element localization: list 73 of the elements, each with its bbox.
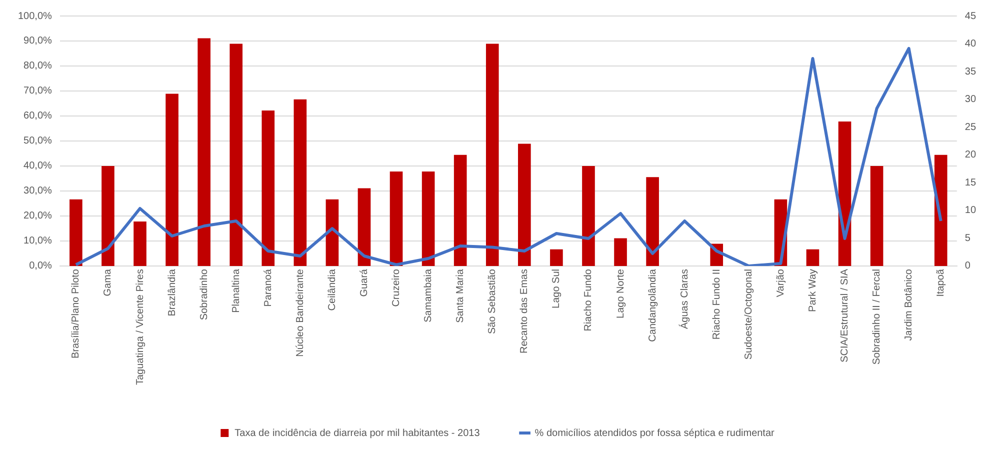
bar [646,177,659,266]
y-tick-label: 70,0% [24,86,52,97]
y-tick-label: 50,0% [24,136,52,147]
x-tick-label: Guará [358,268,370,297]
bar [390,172,403,266]
y-tick-label: 20,0% [24,210,52,222]
x-tick-label: Paranoá [262,268,274,307]
x-tick-label: Santa Maria [455,268,466,323]
legend-label: % domicílios atendidos por fossa séptica e rudimentar [534,428,776,439]
y2-tick-label: 0 [964,260,971,272]
x-tick-label: São Sebastião [487,268,498,334]
legend-label: Taxa de incidência de diarreia por mil habitantes - 2013 [234,428,480,439]
x-tick-label: Varjão [775,268,786,298]
bar [102,166,114,266]
x-tick-label: Jardim Botânico [904,268,915,341]
bar [614,238,627,266]
bar [486,44,499,266]
bar [198,38,210,266]
x-tick-label: Itapoã [936,268,947,297]
y-tick-label: 10,0% [24,236,52,247]
x-tick-label: Sobradinho II / Fercal [872,269,883,365]
x-tick-label: Sobradinho [198,268,210,320]
bar [454,154,467,266]
y-tick-label: 60,0% [24,110,52,122]
y-tick-label: 40,0% [24,160,52,172]
y2-tick-label: 25 [964,122,976,133]
x-tick-label: Brasília/Plano Piloto [70,268,82,358]
bar [326,199,339,266]
x-tick-label: Núcleo Bandeirante [294,268,306,357]
x-tick-label: Águas Claras [678,269,690,330]
y2-tick-label: 5 [964,232,971,244]
y-tick-label: 80,0% [24,60,52,72]
bar [582,166,595,266]
y-tick-label: 30,0% [24,186,52,197]
bar [422,172,435,266]
bar [358,188,371,266]
x-tick-label: SCIA/Estrutural / SIA [840,268,851,362]
y2-tick-label: 45 [964,10,976,22]
x-tick-label: Ceilândia [326,268,338,311]
bar [134,222,146,266]
x-tick-label: Lago Norte [615,268,626,318]
x-tick-label: Park Way [807,269,818,312]
y-tick-label: 0,0% [29,260,52,272]
bar [294,99,307,266]
bar [934,154,948,266]
y2-tick-label: 10 [964,205,976,216]
y2-tick-label: 30 [964,94,976,106]
x-tick-label: Sudoeste/Octogonal [743,269,754,360]
x-tick-label: Brazlândia [166,268,178,316]
bar [230,44,243,266]
x-tick-label: Lago Sul [551,269,562,308]
x-tick-label: Samambaia [423,268,434,322]
x-tick-label: Gama [102,268,114,296]
x-tick-label: Recanto das Emas [519,269,530,354]
y-tick-label: 90,0% [24,36,52,47]
bar [262,110,275,266]
y2-tick-label: 15 [964,177,976,188]
x-tick-label: Candangolândia [647,268,658,342]
bar [518,144,531,266]
y-tick-label: 100,0% [18,10,52,22]
y2-tick-label: 20 [964,150,976,161]
x-tick-label: Taguatinga / Vicente Pires [134,269,146,386]
bar [550,249,563,266]
bar [166,94,178,266]
bar [870,166,884,266]
x-tick-label: Riacho Fundo [583,268,594,332]
bar [806,249,820,266]
x-tick-label: Cruzeiro [391,268,402,307]
bar [70,199,82,266]
x-tick-label: Planaltina [230,268,242,313]
y2-tick-label: 35 [964,66,976,78]
x-tick-label: Riacho Fundo II [711,269,722,340]
y2-tick-label: 40 [964,38,976,50]
